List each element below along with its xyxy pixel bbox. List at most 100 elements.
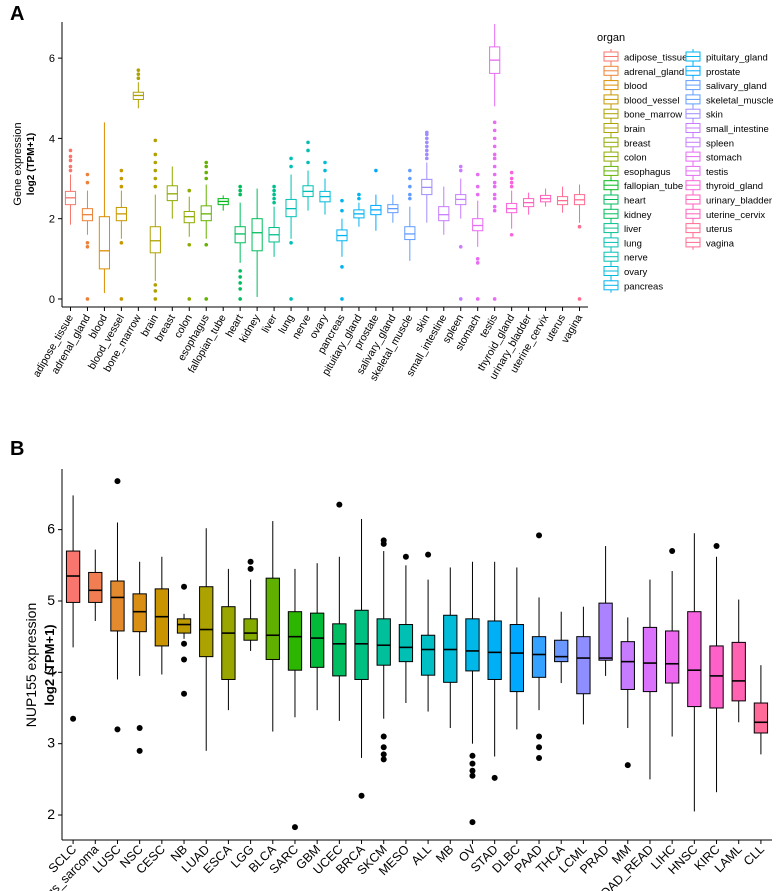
box-body [420, 634, 436, 676]
outlier-point [713, 543, 720, 550]
legend-label: skeletal_muscle [706, 95, 774, 106]
box-thca [554, 611, 569, 684]
box-uterus [556, 186, 569, 213]
y-tick-label: 2 [49, 214, 55, 226]
panel-b-label: B [10, 438, 24, 460]
outlier-point [136, 72, 141, 76]
outlier-point [68, 154, 73, 159]
legend-item-esophagus: esophagus [603, 163, 671, 179]
legend-item-uterus: uterus [685, 220, 733, 236]
box-mm [620, 617, 635, 769]
box-body [642, 626, 658, 693]
outlier-point [68, 164, 73, 169]
box-body [199, 586, 214, 658]
legend-label: testis [706, 167, 728, 178]
box-sarc [287, 568, 303, 831]
panel-b-ylabel: NUP155 expression [23, 603, 39, 728]
legend-item-skin: skin [685, 106, 723, 122]
outlier-point [475, 184, 480, 189]
outlier-point [204, 164, 209, 169]
outlier-point [509, 176, 514, 181]
box-cesc [154, 556, 169, 675]
box-dlbc [509, 567, 524, 730]
box-body [709, 645, 724, 709]
outlier-point [492, 172, 497, 177]
outlier-point [238, 192, 242, 197]
legend-title: organ [597, 32, 625, 44]
legend-item-prostate: prostate [685, 63, 740, 79]
legend-item-blood-vessel: blood_vessel [603, 91, 679, 107]
outlier-point [272, 200, 276, 205]
legend-item-pancreas: pancreas [603, 277, 663, 293]
outlier-point [492, 136, 497, 141]
outlier-point [306, 140, 310, 145]
legend-label: ovary [624, 267, 647, 278]
outlier-point [119, 297, 124, 301]
box-body [176, 618, 192, 634]
outlier-point [114, 478, 121, 485]
legend-item-skeletal-muscle: skeletal_muscle [685, 91, 774, 107]
outlier-point [323, 160, 327, 165]
outlier-point [85, 180, 90, 185]
outlier-point [509, 184, 514, 189]
box-body [376, 618, 391, 666]
legend-item-blood: blood [603, 77, 647, 93]
box-hnsc [687, 533, 702, 812]
box-body [98, 216, 111, 270]
box-all [420, 551, 436, 712]
box-lusc [110, 478, 125, 733]
y-tick-label: 6 [49, 53, 55, 65]
y-tick-label: 3 [47, 735, 55, 751]
outlier-point [475, 261, 480, 265]
box-cll [753, 665, 769, 755]
legend-label: brain [624, 124, 645, 135]
outlier-point [624, 762, 631, 769]
box-body [110, 580, 125, 632]
outlier-point [238, 188, 242, 193]
outlier-point [425, 140, 429, 145]
outlier-point [187, 297, 192, 301]
outlier-point [238, 287, 242, 291]
outlier-point [509, 232, 514, 237]
outlier-point [536, 754, 543, 761]
legend-label: lung [624, 238, 642, 249]
outlier-point [408, 196, 412, 201]
box-esca [221, 568, 236, 711]
outlier-point [85, 297, 90, 301]
box-lgg [243, 558, 258, 651]
outlier-point [425, 130, 429, 135]
outlier-point [425, 152, 429, 157]
outlier-point [492, 152, 497, 157]
box-uterine-cervix [539, 188, 552, 207]
y-tick-label: 4 [49, 133, 55, 145]
outlier-point [469, 772, 476, 779]
box-skeletal-muscle [404, 168, 416, 261]
outlier-point [247, 558, 254, 565]
box-nsc [132, 561, 147, 754]
outlier-point [181, 640, 188, 647]
box-stomach [472, 172, 484, 301]
legend-item-small-intestine: small_intestine [685, 120, 769, 136]
panel-a-label: A [10, 3, 24, 25]
outlier-point [181, 583, 188, 590]
box-body [221, 606, 236, 680]
box-kirc [709, 543, 724, 793]
outlier-point [577, 297, 582, 301]
box-lihc [665, 548, 680, 737]
outlier-point [238, 269, 242, 273]
outlier-point [68, 168, 73, 173]
box-body [251, 218, 263, 252]
legend-label: fallopian_tube [624, 181, 683, 192]
outlier-point [306, 160, 310, 165]
box-stad [487, 561, 502, 781]
legend-label: heart [624, 196, 646, 207]
outlier-point [272, 184, 276, 189]
outlier-point [119, 168, 124, 173]
outlier-point [492, 297, 497, 301]
legend-item-adipose-tissue: adipose_tissue [603, 49, 687, 64]
box-blca [265, 521, 280, 732]
x-tick-label: liver [260, 312, 280, 335]
outlier-point [272, 196, 276, 201]
legend-item-vagina: vagina [685, 234, 735, 250]
box-urinary-bladder [523, 192, 535, 215]
